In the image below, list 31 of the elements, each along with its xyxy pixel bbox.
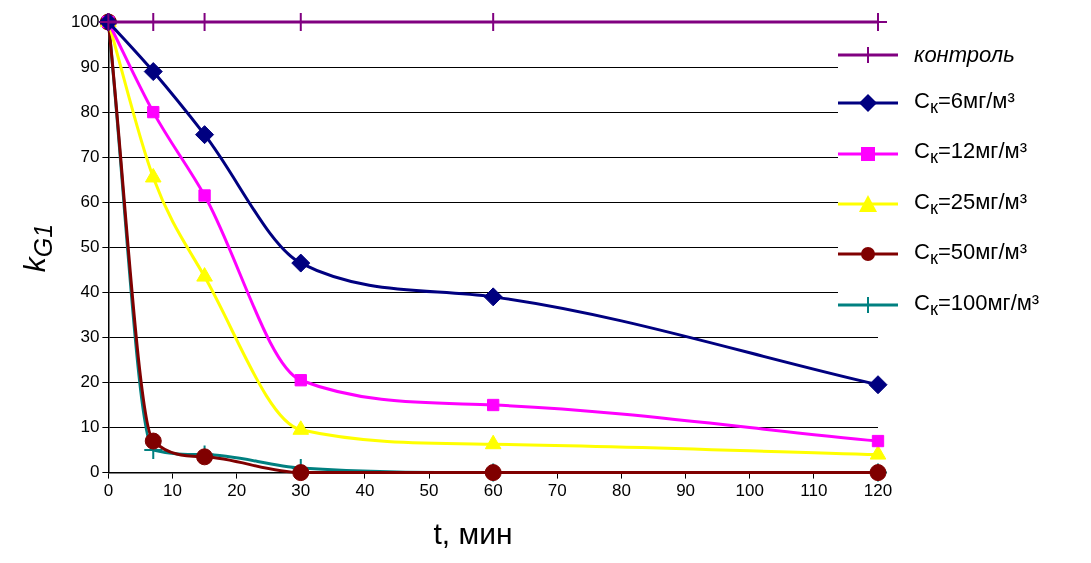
x-tick-label: 20 (227, 481, 247, 501)
y-tick-label: 0 (89, 462, 100, 482)
x-tick-label: 50 (419, 481, 439, 501)
x-tick-label: 100 (735, 481, 764, 501)
legend-label: C$_{к}$=25мг/м³ (914, 188, 1027, 220)
x-axis-title: t, мин (432, 517, 514, 551)
x-tick-label: 0 (103, 481, 114, 501)
x-tick-label: 70 (547, 481, 567, 501)
x-tick-label: 90 (676, 481, 696, 501)
y-tick-label: 50 (80, 236, 100, 256)
x-tick-label: 40 (355, 481, 375, 501)
y-tick-label: 10 (80, 417, 100, 437)
y-tick-label: 30 (80, 327, 100, 347)
x-tick-label: 80 (611, 481, 631, 501)
legend-label: C$_{к}$=100мг/м³ (914, 289, 1040, 320)
legend-label: C$_{к}$=50мг/м³ (914, 239, 1027, 270)
y-tick-label: 90 (80, 56, 100, 76)
x-tick-label: 120 (863, 481, 893, 501)
x-tick-label: 30 (291, 481, 311, 501)
y-tick-label: 100 (70, 11, 100, 31)
x-tick-label: 10 (163, 481, 182, 501)
y-tick-label: 20 (80, 372, 100, 392)
y-tick-label: 40 (80, 282, 100, 302)
legend-label: контроль (914, 42, 1015, 68)
y-tick-label: 70 (80, 146, 100, 166)
legend-label: C$_{к}$=6мг/м³ (914, 88, 1015, 119)
x-tick-label: 110 (800, 481, 828, 501)
legend-label: C$_{к}$=12мг/м³ (914, 138, 1027, 169)
y-tick-label: 60 (80, 191, 100, 211)
x-tick-label: 60 (483, 481, 503, 501)
y-tick-label: 80 (80, 101, 100, 121)
